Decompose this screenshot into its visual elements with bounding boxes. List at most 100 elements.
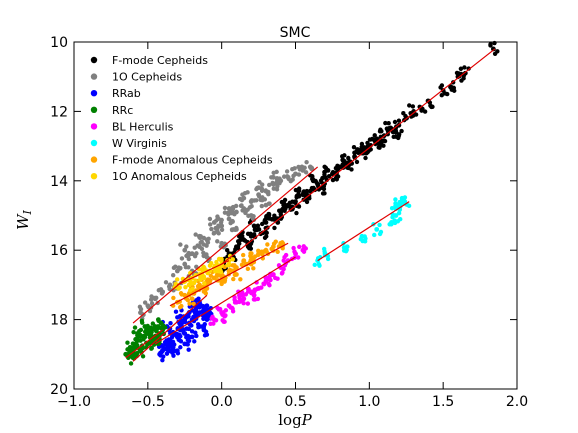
data-point: [186, 265, 191, 270]
data-point: [251, 223, 257, 229]
data-point: [196, 296, 201, 301]
data-point: [376, 144, 382, 150]
data-point: [219, 281, 224, 287]
data-point: [285, 203, 290, 209]
data-point: [237, 196, 243, 202]
data-point: [149, 297, 154, 302]
data-point: [261, 281, 267, 287]
data-point: [389, 206, 395, 211]
data-point: [191, 301, 196, 306]
data-point: [225, 263, 230, 268]
data-point: [466, 66, 471, 71]
data-point: [272, 225, 277, 231]
data-point: [291, 245, 296, 251]
data-point: [184, 341, 190, 347]
legend-marker: [90, 173, 98, 180]
data-point: [182, 247, 188, 253]
x-axis-ticks: −1.0 −0.5 0.0 0.5 1.0 1.5 2.0: [57, 42, 528, 410]
data-point: [167, 343, 172, 349]
data-point: [294, 194, 300, 199]
data-point: [193, 232, 198, 237]
data-point: [279, 199, 285, 205]
x-tick-label: 0.0: [211, 394, 233, 410]
data-point: [203, 329, 209, 334]
legend-marker: [90, 123, 98, 130]
data-point: [131, 329, 136, 335]
data-point: [201, 289, 207, 294]
data-point: [186, 347, 191, 352]
data-point: [402, 195, 408, 200]
data-point: [226, 210, 231, 215]
data-point: [208, 273, 214, 278]
data-point: [330, 170, 336, 175]
data-point: [149, 294, 154, 299]
data-point: [322, 191, 327, 196]
data-point: [255, 223, 261, 228]
data-point: [222, 210, 228, 215]
data-point: [396, 135, 401, 141]
data-point: [255, 252, 261, 258]
data-point: [195, 322, 201, 327]
data-point: [231, 227, 236, 232]
data-point: [231, 276, 236, 282]
data-point: [399, 128, 404, 134]
data-point: [372, 133, 377, 138]
data-point: [262, 219, 267, 224]
data-point: [422, 109, 428, 114]
data-point: [146, 305, 151, 310]
x-tick-label: 1.0: [358, 394, 380, 410]
data-point: [178, 345, 183, 350]
data-point: [170, 272, 176, 278]
data-point: [207, 216, 213, 222]
data-point: [259, 285, 264, 290]
fit-line: [154, 256, 296, 345]
data-point: [201, 253, 206, 259]
data-point: [307, 196, 312, 201]
data-point: [267, 182, 272, 188]
data-point: [265, 242, 270, 247]
data-point: [222, 205, 228, 211]
data-point: [215, 225, 221, 230]
data-point: [248, 246, 254, 251]
data-point: [393, 197, 398, 202]
legend-label: F-mode Cepheids: [112, 54, 208, 67]
data-point: [188, 279, 193, 284]
fit-line: [132, 166, 319, 324]
data-point: [141, 334, 147, 339]
series-bl-herculis: [208, 244, 308, 326]
data-point: [275, 249, 280, 255]
data-point: [342, 153, 347, 158]
data-point: [304, 188, 310, 194]
data-point: [245, 301, 251, 306]
data-point: [149, 346, 154, 351]
data-point: [367, 137, 373, 142]
data-point: [201, 275, 207, 281]
data-point: [286, 176, 291, 182]
data-point: [274, 187, 280, 192]
data-point: [216, 307, 222, 312]
data-point: [291, 173, 296, 179]
data-point: [360, 238, 365, 244]
data-point: [199, 246, 205, 252]
data-point: [179, 292, 184, 297]
data-point: [368, 147, 373, 152]
data-point: [270, 180, 275, 186]
data-point: [221, 310, 226, 315]
y-tick-label: 10: [50, 35, 68, 51]
data-point: [256, 194, 262, 199]
data-point: [365, 140, 370, 146]
data-point: [211, 231, 217, 236]
data-point: [186, 338, 192, 344]
data-point: [381, 138, 387, 143]
data-point: [266, 211, 272, 217]
data-point: [174, 331, 180, 337]
data-point: [209, 261, 214, 266]
data-point: [267, 216, 272, 221]
data-point: [458, 66, 464, 71]
data-point: [216, 231, 221, 236]
data-point: [251, 266, 256, 271]
data-point: [280, 240, 285, 245]
data-point: [179, 318, 185, 324]
fit-line: [169, 242, 289, 307]
data-point: [155, 324, 161, 329]
